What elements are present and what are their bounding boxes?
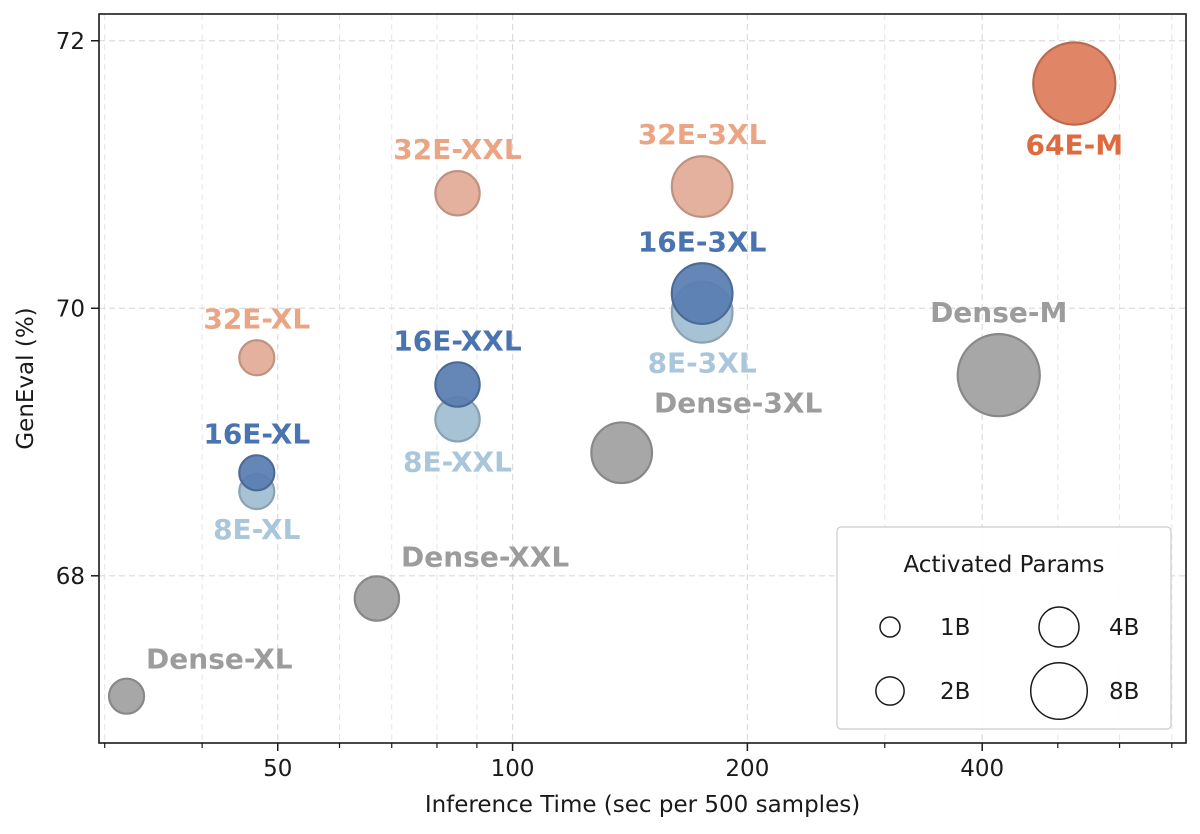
point-label-dense-3xl: Dense-3XL xyxy=(654,386,823,419)
point-fill-dense-m xyxy=(958,335,1039,415)
point-label-32e-xxl: 32E-XXL xyxy=(393,133,522,166)
point-fill-dense-xxl xyxy=(355,577,398,620)
legend-marker-8b xyxy=(1029,661,1089,721)
point-fill-32e-3xl xyxy=(673,157,732,216)
legend-entries: 1B 4B 2B 8B xyxy=(875,606,1139,721)
plot-frame xyxy=(98,13,1187,744)
y-axis-label: GenEval (%) xyxy=(13,307,39,449)
x-tick-label: 50 xyxy=(263,756,292,782)
x-tick-label: 100 xyxy=(491,756,535,782)
point-fill-16e-xl xyxy=(240,456,274,490)
y-tick-label: 68 xyxy=(56,564,85,590)
legend-label-4b: 4B xyxy=(1109,615,1139,641)
point-fill-8e-xxl xyxy=(436,398,479,441)
axis-ticks: 50 100 200 400 68 70 72 xyxy=(56,29,1173,782)
legend-label-8b: 8B xyxy=(1109,679,1139,705)
point-label-dense-xl: Dense-XL xyxy=(146,643,293,676)
point-fill-dense-3xl xyxy=(592,423,651,482)
x-tick-label: 400 xyxy=(960,756,1004,782)
legend-marker-4b xyxy=(1038,606,1080,648)
legend-title: Activated Params xyxy=(903,552,1104,578)
point-fill-32e-xxl xyxy=(436,172,479,215)
point-fill-dense-xl xyxy=(110,679,143,713)
point-label-32e-3xl: 32E-3XL xyxy=(638,118,767,151)
point-label-8e-3xl: 8E-3XL xyxy=(648,347,757,380)
point-label-dense-m: Dense-M xyxy=(930,296,1067,329)
x-tick-label: 200 xyxy=(725,756,769,782)
legend-box xyxy=(836,526,1172,730)
point-label-64e-m: 64E-M xyxy=(1026,129,1124,162)
y-tick-label: 72 xyxy=(56,29,85,55)
x-axis-label: Inference Time (sec per 500 samples) xyxy=(425,792,860,818)
point-fill-64e-m xyxy=(1034,43,1115,124)
point-label-8e-xl: 8E-XL xyxy=(213,513,301,546)
point-label-32e-xl: 32E-XL xyxy=(203,302,310,335)
legend-marker-1b xyxy=(879,616,901,638)
legend-marker-2b xyxy=(875,676,905,706)
point-fill-16e-xxl xyxy=(436,363,479,406)
point-label-8e-xxl: 8E-XXL xyxy=(403,445,512,478)
data-points xyxy=(107,41,1117,715)
point-label-16e-3xl: 16E-3XL xyxy=(638,225,767,258)
y-tick-label: 70 xyxy=(56,296,85,322)
point-fill-16e-3xl xyxy=(673,264,732,323)
legend-label-1b: 1B xyxy=(940,615,970,641)
point-labels: Dense-XL Dense-XXL Dense-3XL Dense-M 8E-XL 8E… xyxy=(146,118,1123,675)
point-label-dense-xxl: Dense-XXL xyxy=(401,540,569,573)
legend-label-2b: 2B xyxy=(940,679,970,705)
point-label-16e-xxl: 16E-XXL xyxy=(393,324,522,357)
point-fill-32e-xl xyxy=(240,341,274,375)
point-label-16e-xl: 16E-XL xyxy=(203,417,310,450)
legend: Activated Params 1B 4B 2B 8B xyxy=(836,526,1172,730)
